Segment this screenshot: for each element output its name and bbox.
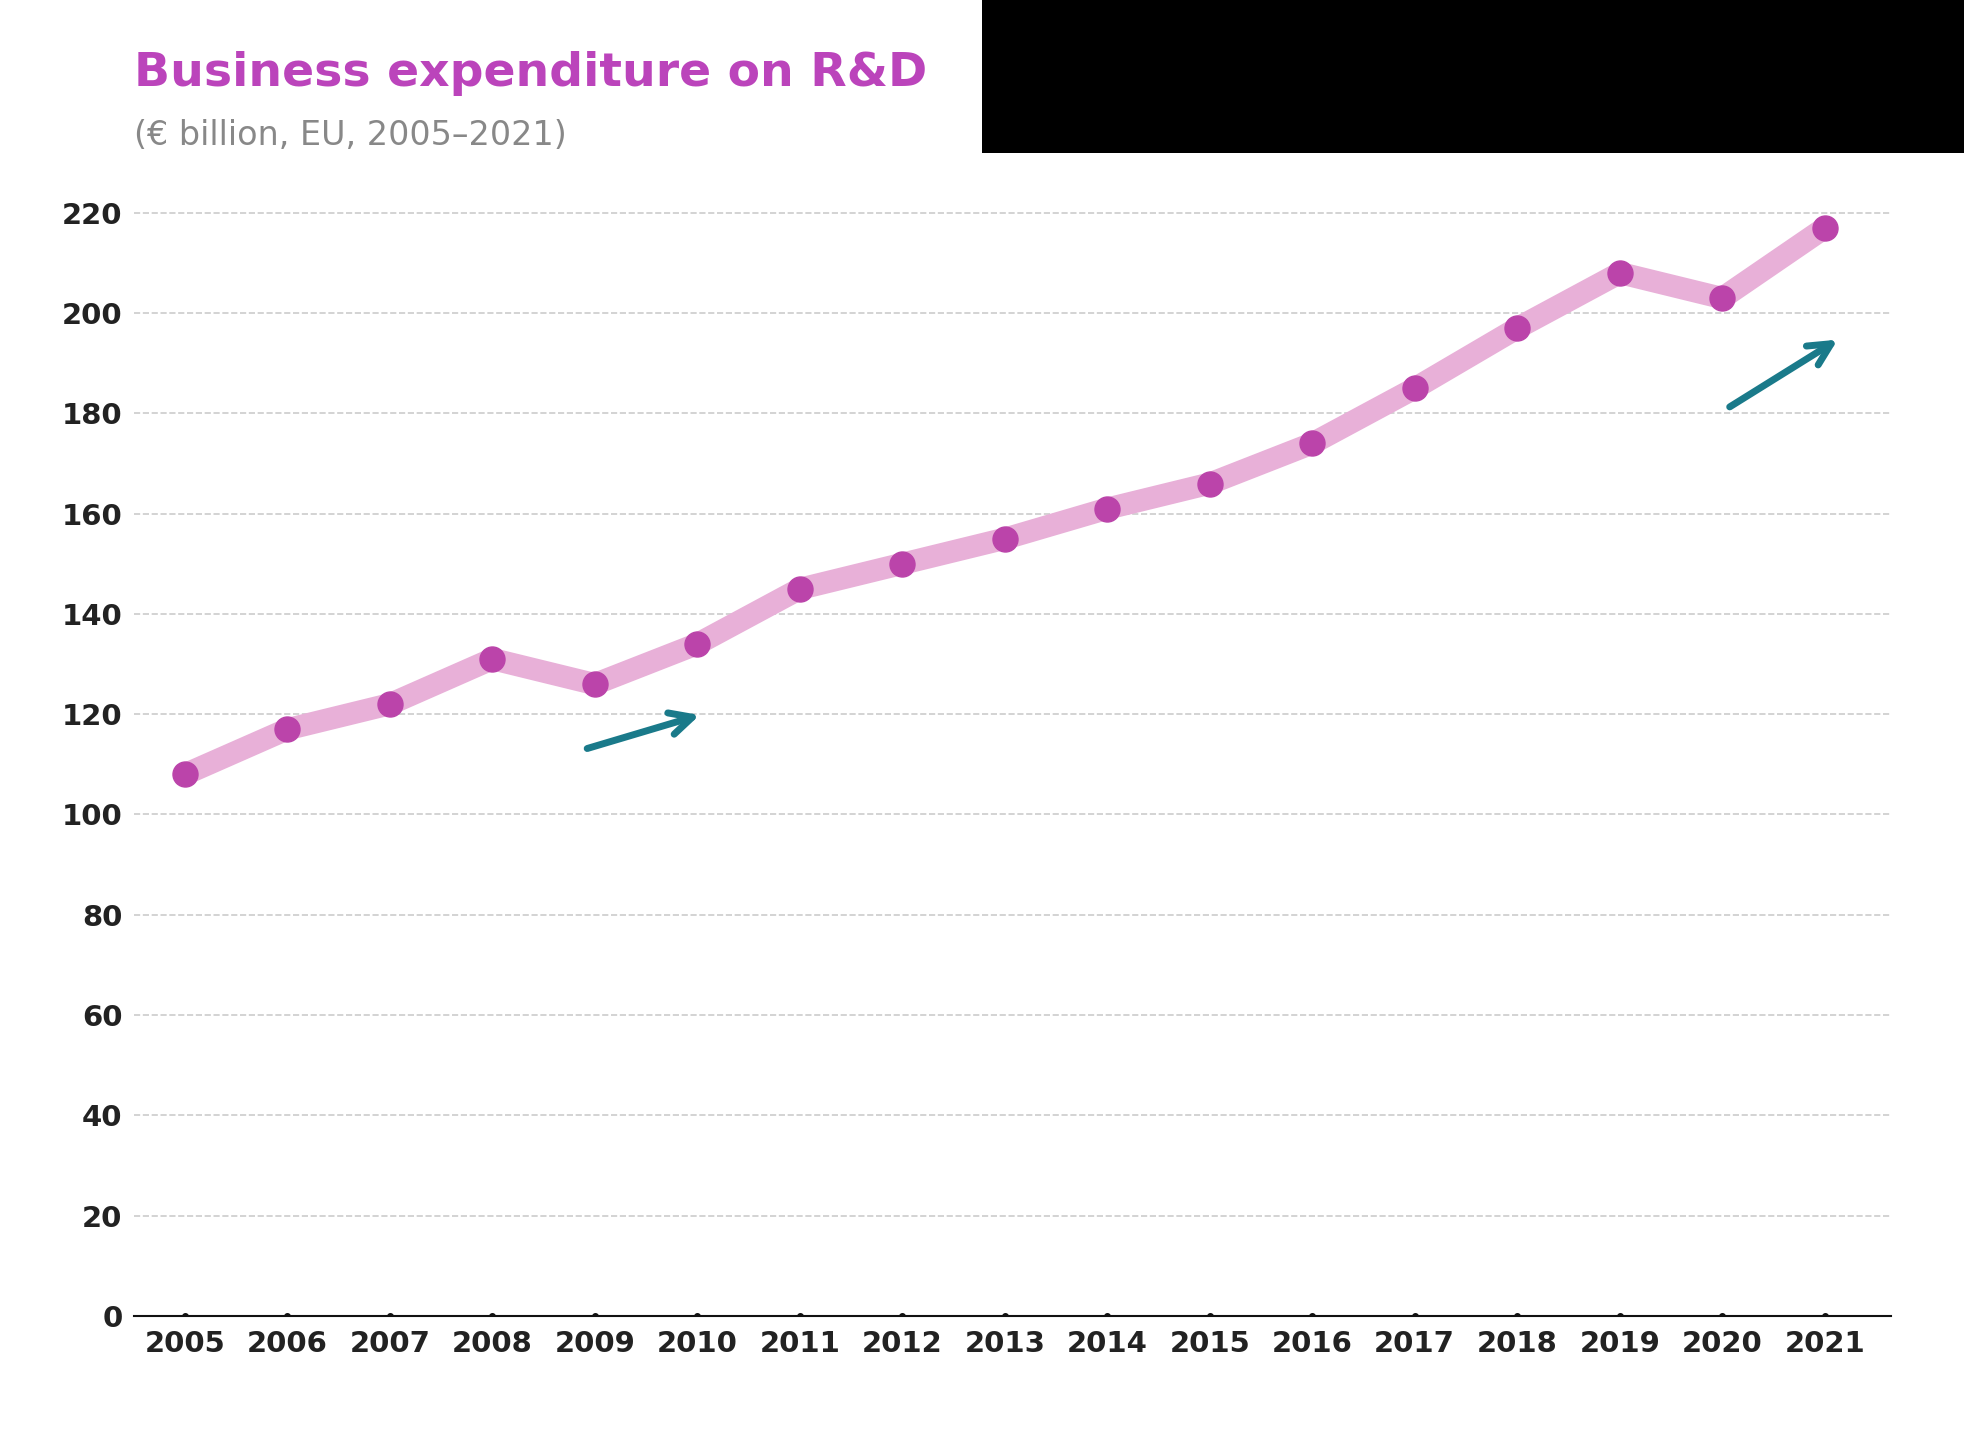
- Text: (€ billion, EU, 2005–2021): (€ billion, EU, 2005–2021): [134, 119, 566, 153]
- Text: Business expenditure on R&D: Business expenditure on R&D: [134, 51, 927, 96]
